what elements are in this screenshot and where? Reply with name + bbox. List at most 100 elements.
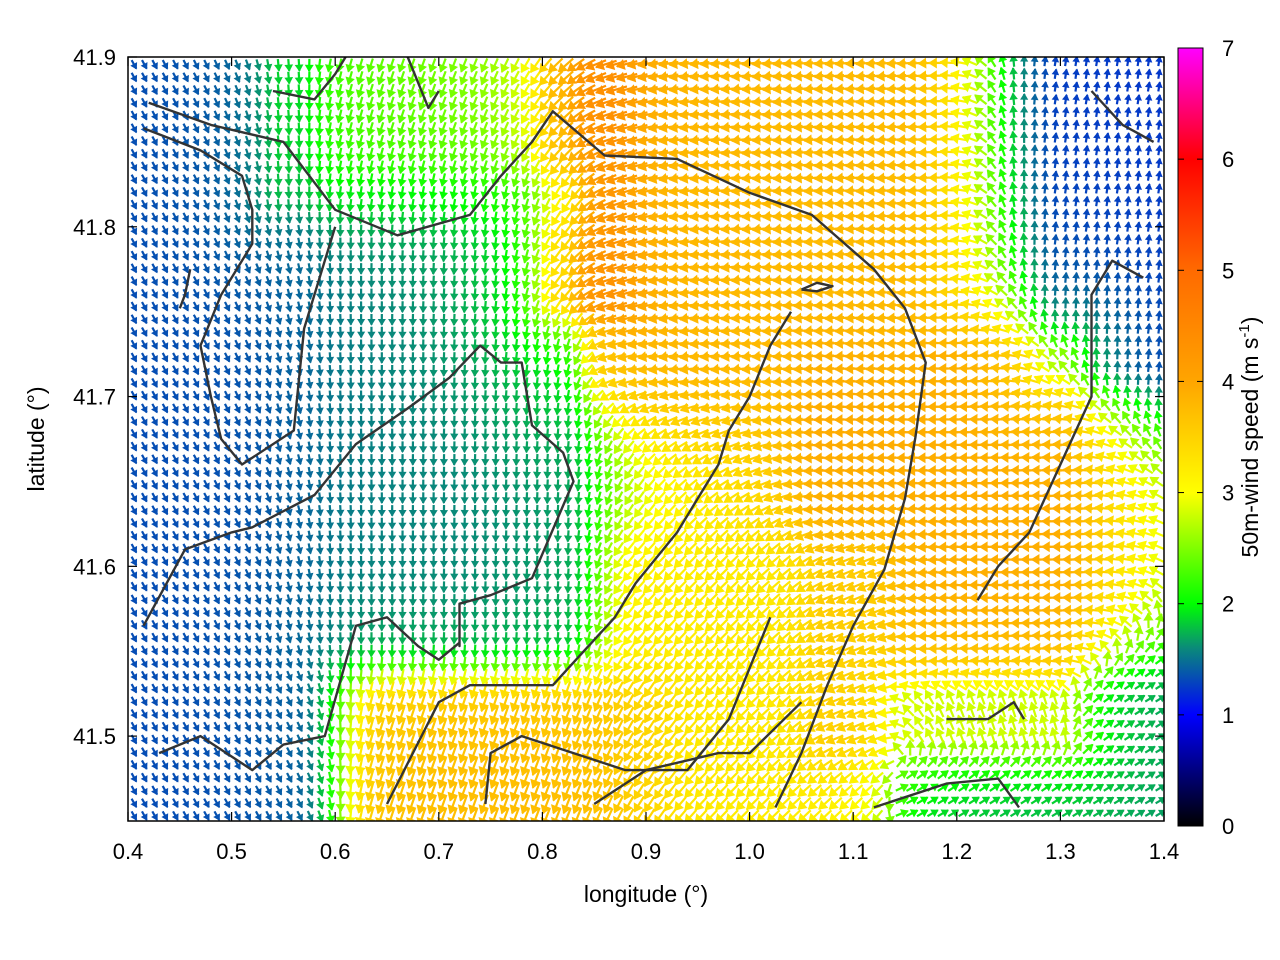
wind-arrow xyxy=(947,770,960,780)
wind-arrow xyxy=(406,756,417,777)
wind-arrow xyxy=(151,798,159,809)
wind-arrow xyxy=(151,810,159,821)
wind-arrow xyxy=(592,782,603,802)
wind-arrow xyxy=(437,756,448,777)
wind-arrow xyxy=(551,769,562,789)
wind-arrow xyxy=(306,746,314,758)
wind-arrow xyxy=(1144,745,1156,754)
wind-arrow xyxy=(947,809,960,818)
wind-arrow xyxy=(643,783,656,800)
wind-arrow xyxy=(1030,770,1042,780)
wind-arrow xyxy=(958,809,970,818)
wind-arrow xyxy=(519,782,531,802)
wind-arrow xyxy=(838,784,853,797)
wind-arrow xyxy=(582,807,593,821)
wind-arrow xyxy=(264,785,272,796)
wind-arrow xyxy=(915,739,927,756)
wind-arrow xyxy=(171,772,179,783)
wind-arrow xyxy=(223,772,231,783)
wind-arrow xyxy=(192,798,200,809)
wind-arrow xyxy=(275,785,283,796)
wind-arrow xyxy=(1103,757,1115,767)
wind-arrow xyxy=(335,796,346,813)
wind-arrow xyxy=(223,810,231,821)
wind-arrow xyxy=(551,807,562,821)
wind-arrow xyxy=(385,795,396,815)
wind-arrow xyxy=(870,784,884,797)
wind-arrow xyxy=(161,747,169,758)
wind-arrow xyxy=(816,759,833,771)
wind-arrow xyxy=(345,757,356,775)
wind-arrow xyxy=(345,745,356,762)
wind-arrow xyxy=(130,759,138,770)
wind-arrow xyxy=(745,783,760,798)
wind-arrow xyxy=(468,756,479,777)
wind-arrow xyxy=(776,796,791,811)
wind-arrow xyxy=(540,782,551,802)
wind-arrow xyxy=(602,757,614,776)
wind-arrow xyxy=(871,809,884,821)
wind-arrow xyxy=(306,785,314,797)
wind-arrow xyxy=(468,807,479,821)
wind-arrow xyxy=(468,744,479,764)
wind-arrow xyxy=(233,734,241,745)
wind-arrow xyxy=(499,769,510,789)
wind-arrow xyxy=(937,755,949,768)
wind-arrow xyxy=(437,769,448,789)
wind-arrow xyxy=(171,734,179,745)
wind-arrow xyxy=(1071,756,1084,768)
wind-arrow xyxy=(1082,757,1094,767)
wind-arrow xyxy=(468,782,479,802)
wind-arrow xyxy=(884,809,895,821)
wind-arrow xyxy=(1082,783,1094,792)
wind-arrow xyxy=(1061,756,1073,768)
wind-arrow xyxy=(571,769,583,789)
wind-arrow xyxy=(860,784,874,797)
wind-arrow xyxy=(561,769,572,789)
wind-arrow xyxy=(509,795,520,815)
wind-arrow xyxy=(213,810,221,821)
wind-arrow xyxy=(978,756,990,768)
wind-arrow xyxy=(140,734,148,745)
wind-arrow xyxy=(426,795,438,815)
wind-arrow xyxy=(151,759,159,770)
wind-arrow xyxy=(551,756,562,776)
wind-arrow xyxy=(592,808,603,821)
wind-arrow xyxy=(295,797,304,809)
wind-arrow xyxy=(1041,809,1053,818)
wind-arrow xyxy=(776,758,791,772)
wind-arrow xyxy=(551,795,562,815)
wind-arrow xyxy=(905,796,919,805)
wind-arrow xyxy=(860,809,874,821)
wind-arrow xyxy=(1040,783,1053,792)
wind-arrow xyxy=(254,810,262,821)
wind-arrow xyxy=(499,782,510,802)
wind-arrow xyxy=(275,810,283,821)
wind-arrow xyxy=(868,747,885,758)
wind-arrow xyxy=(130,810,138,821)
wind-arrow xyxy=(947,796,960,805)
wind-arrow xyxy=(540,769,551,789)
wind-arrow xyxy=(870,771,884,784)
wind-arrow xyxy=(385,744,396,764)
wind-arrow xyxy=(275,772,283,783)
wind-arrow xyxy=(1134,809,1146,818)
wind-arrow xyxy=(937,770,949,780)
wind-arrow xyxy=(613,744,624,763)
wind-arrow xyxy=(1144,796,1156,805)
wind-arrow xyxy=(1123,783,1136,792)
wind-arrow xyxy=(171,798,179,809)
wind-arrow xyxy=(202,759,210,770)
wind-arrow xyxy=(633,795,645,813)
wind-arrow xyxy=(1134,783,1146,792)
wind-arrow xyxy=(653,770,666,787)
wind-arrow xyxy=(335,771,346,787)
wind-arrow xyxy=(1071,770,1084,780)
wind-arrow xyxy=(797,809,812,821)
wind-arrow xyxy=(1009,756,1021,768)
wind-arrow xyxy=(285,785,293,796)
wind-arrow xyxy=(805,746,823,758)
wind-arrow xyxy=(385,769,396,789)
wind-arrow xyxy=(839,809,853,821)
wind-arrow xyxy=(643,770,656,787)
